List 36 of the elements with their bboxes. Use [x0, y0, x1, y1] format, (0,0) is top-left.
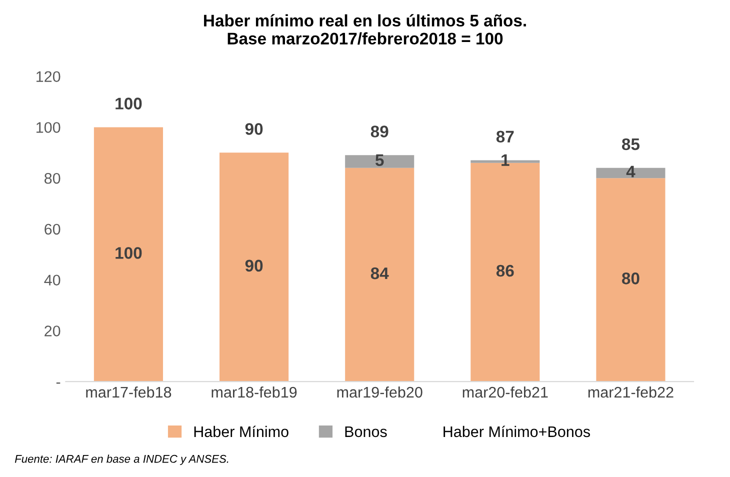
x-tick-label: mar20-feb21 [462, 386, 548, 398]
x-tick-label: mar17-feb18 [86, 386, 172, 398]
legend-label: Haber Mínimo [194, 426, 288, 438]
y-tick-label: 60 [44, 224, 60, 235]
x-tick-label: mar19-feb20 [337, 386, 422, 398]
bar [345, 155, 414, 168]
x-tick-label: mar18-feb19 [212, 386, 297, 398]
total-label: 90 [245, 123, 263, 135]
bar [596, 168, 666, 178]
data-label: 4 [626, 166, 636, 178]
legend-label: Bonos [345, 426, 387, 438]
y-tick-label: 80 [44, 172, 60, 184]
source-note: Fuente: IARAF en base a INDEC y ANSES. [14, 454, 228, 465]
y-tick-label: 120 [36, 71, 60, 82]
y-tick-label: 100 [36, 122, 60, 133]
bar [220, 152, 289, 382]
bar [345, 168, 414, 382]
total-label: 89 [370, 126, 388, 138]
bar [94, 127, 164, 382]
x-tick-label: mar21-feb22 [588, 386, 674, 398]
y-tick-label: 40 [44, 274, 60, 286]
data-label: 80 [622, 272, 640, 284]
total-label: 100 [116, 98, 142, 110]
data-label: 86 [496, 264, 514, 277]
y-tick-label: - [56, 382, 60, 384]
total-label: 87 [496, 130, 514, 143]
total-label: 85 [622, 138, 640, 150]
data-label: 100 [116, 247, 142, 259]
bar [596, 178, 666, 382]
data-label: 84 [370, 267, 389, 280]
y-tick-label: 20 [44, 326, 60, 336]
chart-title: Haber mínimo real en los últimos 5 años. Base marzo2017/febrero2018 = 100 [204, 14, 526, 45]
data-label: 90 [245, 260, 263, 272]
text: Haber Mínimo+Bonos [444, 426, 590, 438]
data-label: 1 [502, 154, 510, 166]
data-label: 5 [375, 154, 384, 166]
